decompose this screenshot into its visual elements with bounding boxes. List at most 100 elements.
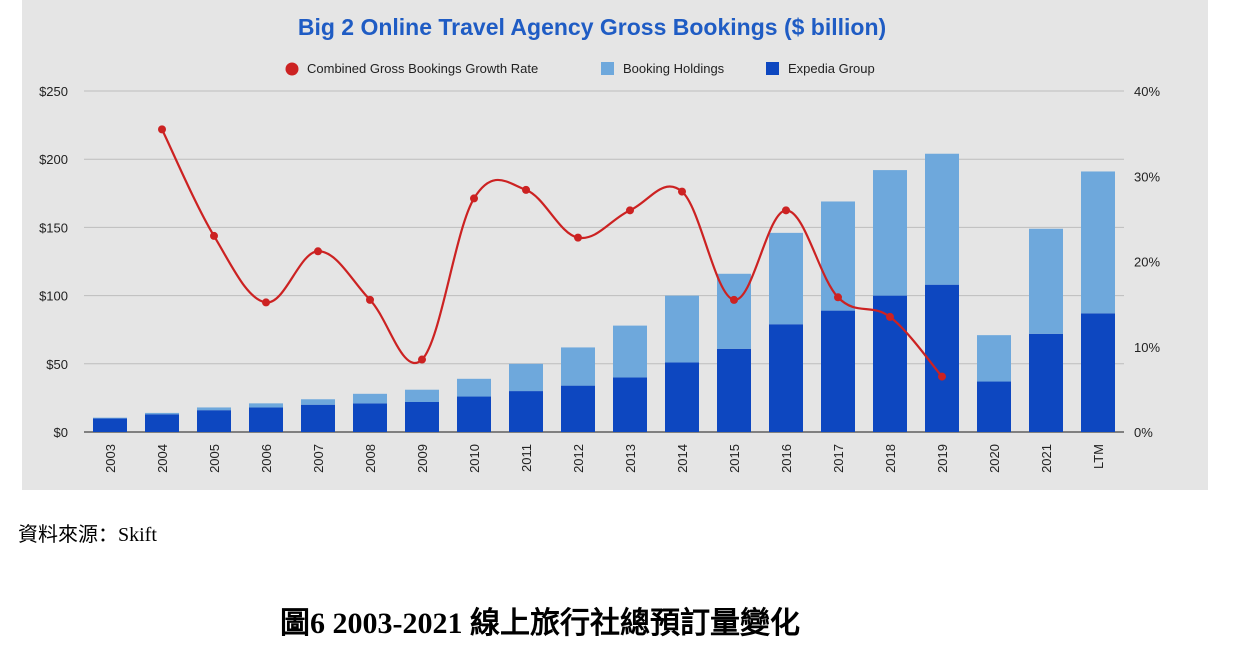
chart-title: Big 2 Online Travel Agency Gross Booking… xyxy=(298,14,886,40)
x-axis-ticks: 2003 2004 2005 2006 2007 2008 2009 2010 2011 2012… xyxy=(103,444,1106,473)
bar-expedia-group xyxy=(353,403,387,432)
bar-booking-holdings xyxy=(457,378,491,397)
legend-label-growth-rate: Combined Gross Bookings Growth Rate xyxy=(307,61,538,76)
bar-expedia-group xyxy=(197,410,231,432)
x-tick-label: 2006 xyxy=(259,444,274,473)
bar-booking-holdings xyxy=(301,399,335,405)
growth-rate-point xyxy=(366,295,374,304)
x-tick-label: LTM xyxy=(1091,444,1106,469)
legend-label-booking-holdings: Booking Holdings xyxy=(623,61,725,76)
x-tick-label: 2019 xyxy=(935,444,950,473)
legend-label-expedia-group: Expedia Group xyxy=(788,61,875,76)
growth-rate-point xyxy=(834,293,842,302)
right-tick-label: 20% xyxy=(1134,255,1160,270)
x-tick-label: 2013 xyxy=(623,444,638,473)
bar-booking-holdings xyxy=(509,363,543,392)
x-tick-label: 2004 xyxy=(155,444,170,473)
bar-booking-holdings xyxy=(1081,171,1115,314)
bar-booking-holdings xyxy=(821,201,855,311)
bar-booking-holdings xyxy=(977,335,1011,382)
left-tick-label: $100 xyxy=(39,289,68,304)
right-tick-label: 30% xyxy=(1134,169,1160,184)
x-tick-label: 2009 xyxy=(415,444,430,473)
bar-booking-holdings xyxy=(249,403,283,408)
x-tick-label: 2020 xyxy=(987,444,1002,473)
x-tick-label: 2008 xyxy=(363,444,378,473)
growth-rate-point xyxy=(210,231,218,240)
growth-rate-point xyxy=(522,185,530,194)
bar-expedia-group xyxy=(665,362,699,432)
x-tick-label: 2005 xyxy=(207,444,222,473)
x-tick-label: 2021 xyxy=(1039,444,1054,473)
x-tick-label: 2016 xyxy=(779,444,794,473)
bar-expedia-group xyxy=(1081,313,1115,432)
bar-expedia-group xyxy=(561,385,595,432)
chart-panel: Big 2 Online Travel Agency Gross Booking… xyxy=(22,0,1208,490)
growth-rate-point xyxy=(886,312,894,321)
bar-booking-holdings xyxy=(1029,228,1063,334)
source-note: 資料來源：Skift xyxy=(18,524,157,546)
bar-booking-holdings xyxy=(561,347,595,386)
growth-rate-point xyxy=(938,372,946,381)
growth-rate-point xyxy=(418,355,426,364)
growth-rate-point xyxy=(262,298,270,307)
bar-booking-holdings xyxy=(873,170,907,296)
bar-booking-holdings xyxy=(93,417,127,419)
bar-booking-holdings xyxy=(353,393,387,404)
legend-swatch-growth-rate xyxy=(285,62,299,76)
gridlines xyxy=(84,90,1124,433)
growth-rate-point xyxy=(626,206,634,215)
x-tick-label: 2018 xyxy=(883,444,898,473)
x-tick-label: 2012 xyxy=(571,444,586,473)
left-axis-ticks: $0 $50 $100 $150 $200 $250 xyxy=(39,84,68,440)
legend-swatch-booking-holdings xyxy=(601,62,614,75)
left-tick-label: $200 xyxy=(39,152,68,167)
bar-booking-holdings xyxy=(405,389,439,402)
bar-expedia-group xyxy=(717,348,751,432)
bar-expedia-group xyxy=(301,404,335,432)
left-tick-label: $50 xyxy=(46,357,68,372)
bar-expedia-group xyxy=(509,391,543,432)
x-tick-label: 2010 xyxy=(467,444,482,473)
bar-expedia-group xyxy=(249,407,283,432)
growth-rate-point xyxy=(314,247,322,256)
left-tick-label: $150 xyxy=(39,220,68,235)
bar-booking-holdings xyxy=(665,295,699,363)
legend-swatch-expedia-group xyxy=(766,62,779,75)
growth-rate-point xyxy=(470,194,478,203)
bars xyxy=(93,153,1115,432)
x-tick-label: 2014 xyxy=(675,444,690,473)
growth-rate-path xyxy=(161,128,943,378)
x-tick-label: 2015 xyxy=(727,444,742,473)
chart-svg: Big 2 Online Travel Agency Gross Booking… xyxy=(39,14,1160,473)
right-tick-label: 40% xyxy=(1134,84,1160,99)
bar-expedia-group xyxy=(457,396,491,432)
bar-expedia-group xyxy=(977,381,1011,432)
x-tick-label: 2003 xyxy=(103,444,118,473)
right-tick-label: 10% xyxy=(1134,340,1160,355)
bar-expedia-group xyxy=(769,324,803,432)
figure-caption: 圖6 2003-2021 線上旅行社總預訂量變化 xyxy=(280,607,800,640)
bar-booking-holdings xyxy=(613,325,647,378)
bar-expedia-group xyxy=(925,284,959,432)
bar-expedia-group xyxy=(405,401,439,432)
x-tick-label: 2011 xyxy=(519,444,534,472)
growth-rate-point xyxy=(782,206,790,215)
growth-rate-point xyxy=(678,187,686,196)
legend: Combined Gross Bookings Growth Rate Book… xyxy=(285,61,875,76)
bar-booking-holdings xyxy=(145,412,179,415)
left-tick-label: $250 xyxy=(39,84,68,99)
bar-booking-holdings xyxy=(197,407,231,411)
bar-expedia-group xyxy=(93,418,127,432)
growth-rate-point xyxy=(730,295,738,304)
bar-expedia-group xyxy=(613,377,647,432)
growth-rate-line xyxy=(158,125,946,381)
right-tick-label: 0% xyxy=(1134,425,1153,440)
bar-expedia-group xyxy=(821,310,855,432)
x-tick-label: 2007 xyxy=(311,444,326,473)
bar-booking-holdings xyxy=(769,232,803,325)
growth-rate-point xyxy=(574,233,582,242)
bar-expedia-group xyxy=(145,414,179,432)
growth-rate-point xyxy=(158,125,166,134)
bar-expedia-group xyxy=(1029,333,1063,432)
